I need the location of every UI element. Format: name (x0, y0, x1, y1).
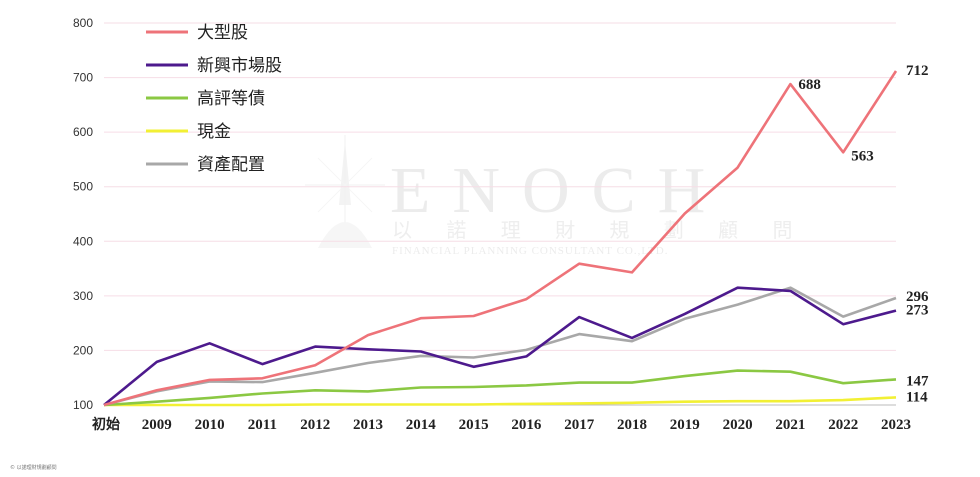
legend-label: 現金 (197, 122, 231, 142)
x-tick-label: 2010 (195, 417, 225, 433)
legend-label: 大型股 (197, 23, 248, 43)
x-axis: 初始 2009 2010 2011 2012 2013 2014 2015 2016 2017 20… (92, 416, 911, 433)
y-tick-label: 700 (73, 71, 93, 85)
x-tick-label: 2015 (459, 417, 489, 433)
series-line (103, 369, 897, 407)
series-line (103, 286, 897, 407)
y-axis: 100 200 300 400 500 600 700 800 (73, 16, 93, 412)
y-tick-label: 400 (73, 234, 93, 248)
x-tick-label: 2009 (142, 417, 172, 433)
x-tick-label: 2018 (617, 417, 647, 433)
x-tick-label: 初始 (92, 416, 120, 433)
series-lines (103, 70, 898, 407)
series-line (103, 70, 898, 407)
watermark-logo (305, 135, 385, 248)
series-line (104, 396, 897, 407)
data-label: 712 (906, 63, 929, 79)
x-tick-label: 2021 (775, 417, 805, 433)
x-tick-label: 2011 (248, 417, 277, 433)
x-tick-label: 2014 (406, 417, 437, 433)
y-tick-label: 500 (73, 180, 93, 194)
y-tick-label: 200 (73, 343, 93, 357)
watermark-title: ENOCH (390, 154, 727, 227)
legend-label: 資產配置 (197, 155, 265, 175)
y-tick-label: 100 (73, 398, 93, 412)
x-tick-label: 2012 (300, 417, 330, 433)
series-line (103, 286, 897, 407)
x-tick-label: 2022 (828, 417, 858, 433)
data-label: 563 (851, 148, 874, 164)
watermark-subtitle: 以 諾 理 財 規 劃 顧 問 (392, 218, 807, 242)
data-label: 147 (906, 373, 929, 389)
watermark-english: FINANCIAL PLANNING CONSULTANT CO.,LTD. (392, 245, 668, 257)
y-tick-label: 800 (73, 16, 93, 30)
legend-label: 新興市場股 (197, 56, 282, 76)
x-tick-label: 2020 (723, 417, 753, 433)
y-tick-label: 300 (73, 289, 93, 303)
data-label: 114 (906, 389, 928, 405)
copyright-text: © 以諾理財規劃顧問 (10, 464, 57, 471)
legend-label: 高評等債 (197, 89, 265, 109)
x-tick-label: 2016 (511, 417, 542, 433)
x-tick-label: 2023 (881, 417, 911, 433)
x-tick-label: 2013 (353, 417, 383, 433)
watermark: ENOCH 以 諾 理 財 規 劃 顧 問 FINANCIAL PLANNING… (305, 135, 807, 257)
data-label: 273 (906, 303, 929, 319)
y-tick-label: 600 (73, 125, 93, 139)
data-label: 296 (906, 289, 929, 305)
x-tick-label: 2017 (564, 417, 595, 433)
data-label: 688 (798, 77, 821, 93)
x-tick-label: 2019 (670, 417, 700, 433)
